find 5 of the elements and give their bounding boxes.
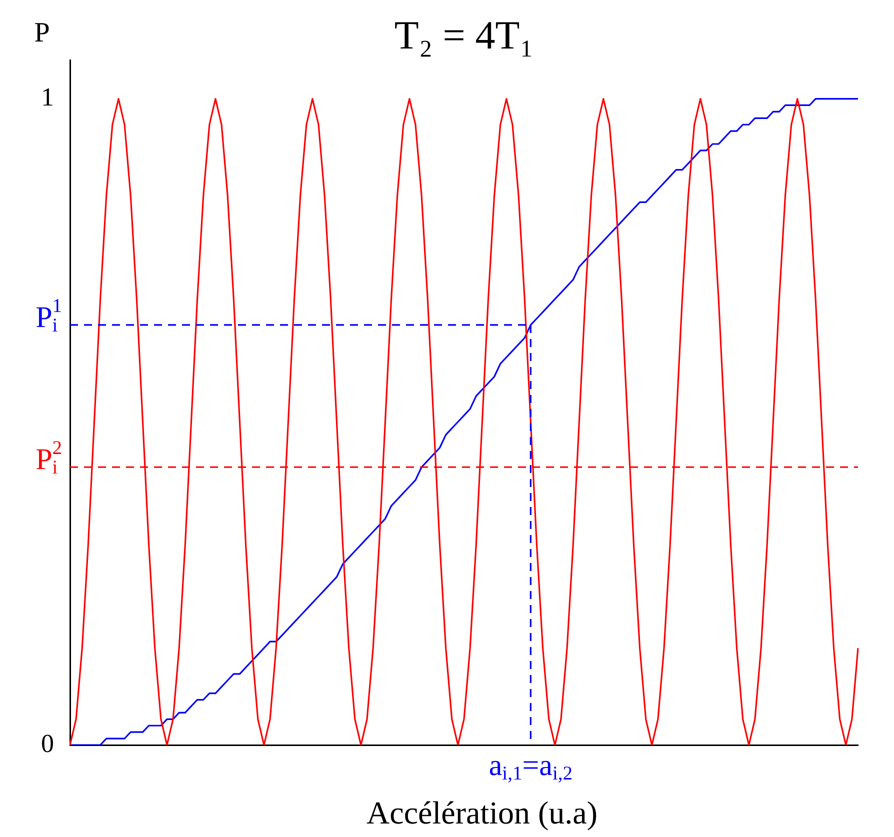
x-axis-title: Accélération (u.a) xyxy=(366,794,598,830)
chart-title: T₂ = 4T₁ xyxy=(394,12,534,58)
y-tick-label: 1 xyxy=(41,82,54,112)
y-tick-label: 0 xyxy=(41,728,54,758)
y-axis-title: P xyxy=(34,17,50,48)
